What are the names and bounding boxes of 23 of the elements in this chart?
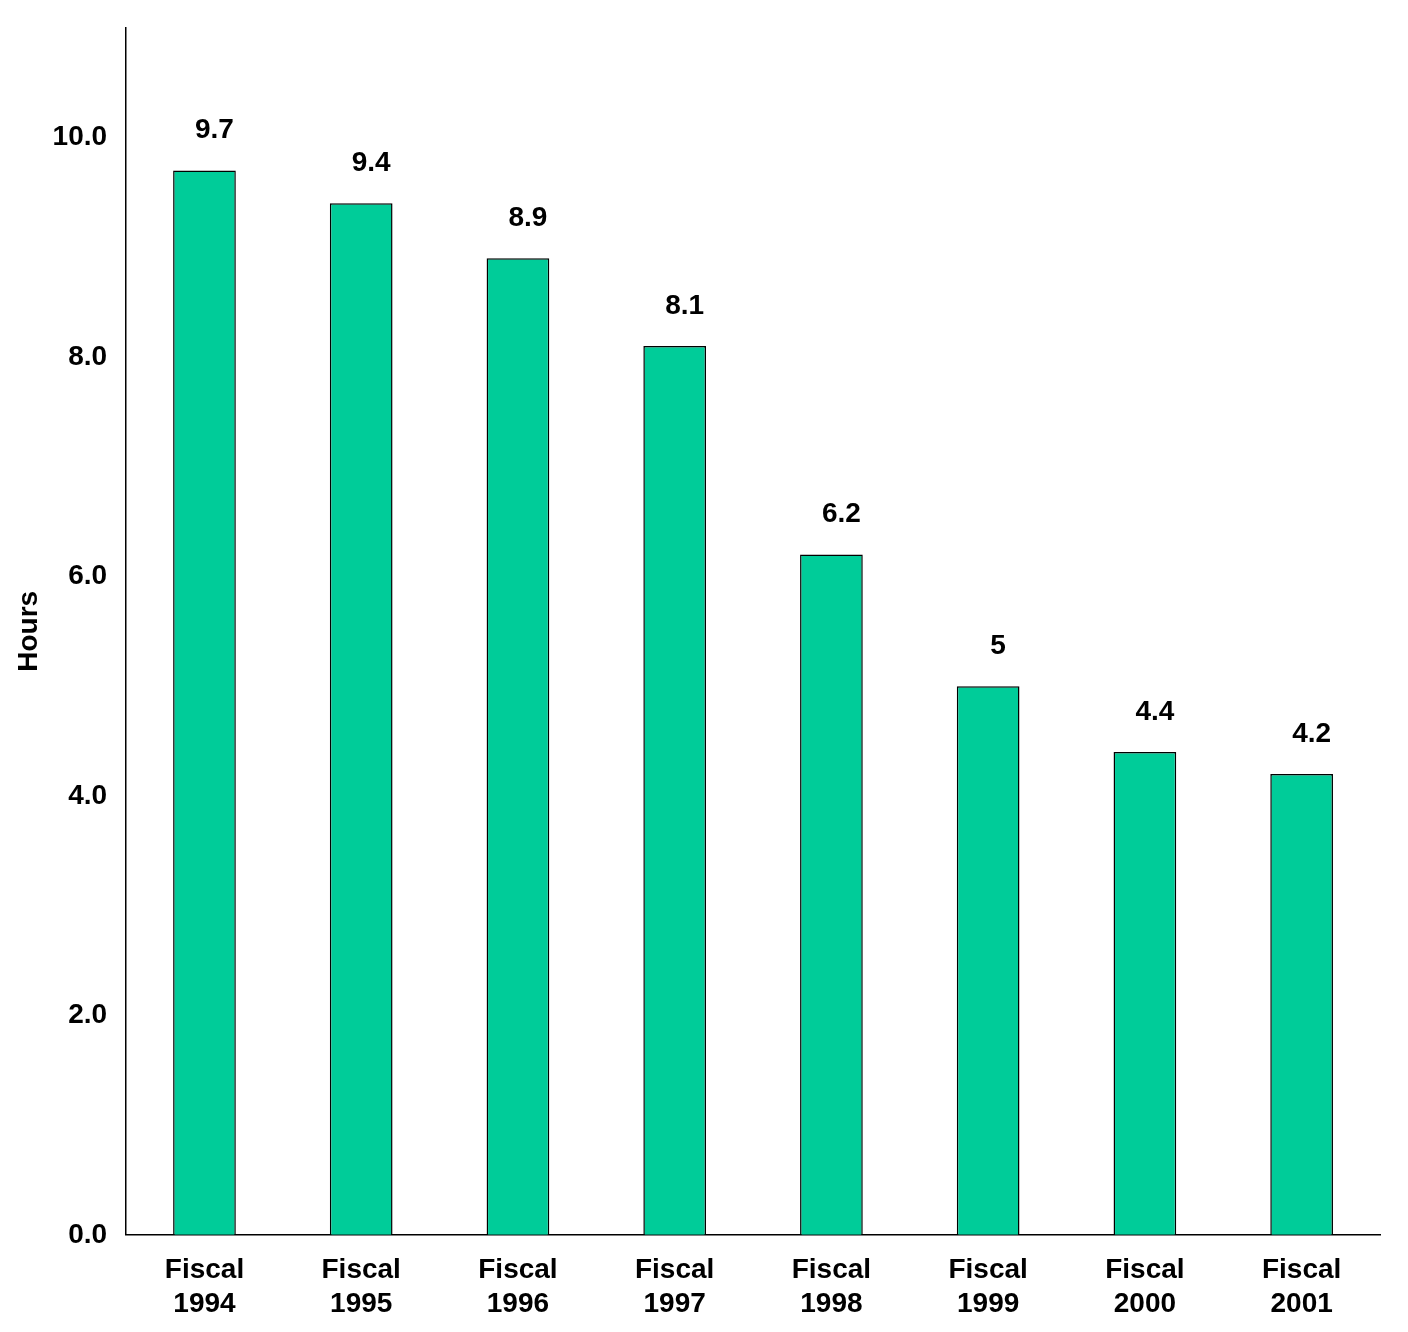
x-tick-label: Fiscal 1996 [478, 1253, 558, 1318]
x-tick-label: Fiscal 2001 [1261, 1253, 1342, 1318]
x-tick-label: Fiscal 1994 [164, 1253, 245, 1318]
x-tick-label: Fiscal 1997 [634, 1253, 715, 1318]
x-tick-label: Fiscal 1995 [321, 1253, 401, 1318]
y-axis-title: Hours [11, 590, 43, 672]
data-label: 5 [990, 628, 1006, 660]
data-label: 8.9 [508, 200, 548, 232]
y-tick-label: 4.0 [68, 778, 108, 810]
data-label: 8.1 [665, 288, 705, 320]
y-tick-label: 2.0 [68, 998, 108, 1030]
y-tick-label: 6.0 [68, 559, 108, 591]
data-label: 6.2 [821, 497, 861, 529]
data-label: 9.7 [195, 113, 234, 145]
x-tick-label: Fiscal 1998 [791, 1253, 872, 1318]
data-label: 4.4 [1135, 694, 1175, 726]
data-label: 9.4 [351, 146, 392, 178]
y-tick-label: 10.0 [52, 120, 108, 152]
data-label: 4.2 [1292, 716, 1332, 748]
x-tick-label: Fiscal 1999 [948, 1253, 1028, 1318]
y-tick-label: 8.0 [68, 339, 108, 371]
x-tick-label: Fiscal 2000 [1105, 1253, 1185, 1318]
y-tick-label: 0.0 [68, 1217, 108, 1249]
